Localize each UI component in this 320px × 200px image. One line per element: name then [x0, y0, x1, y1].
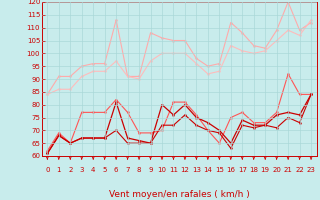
X-axis label: Vent moyen/en rafales ( km/h ): Vent moyen/en rafales ( km/h ) [109, 190, 250, 199]
